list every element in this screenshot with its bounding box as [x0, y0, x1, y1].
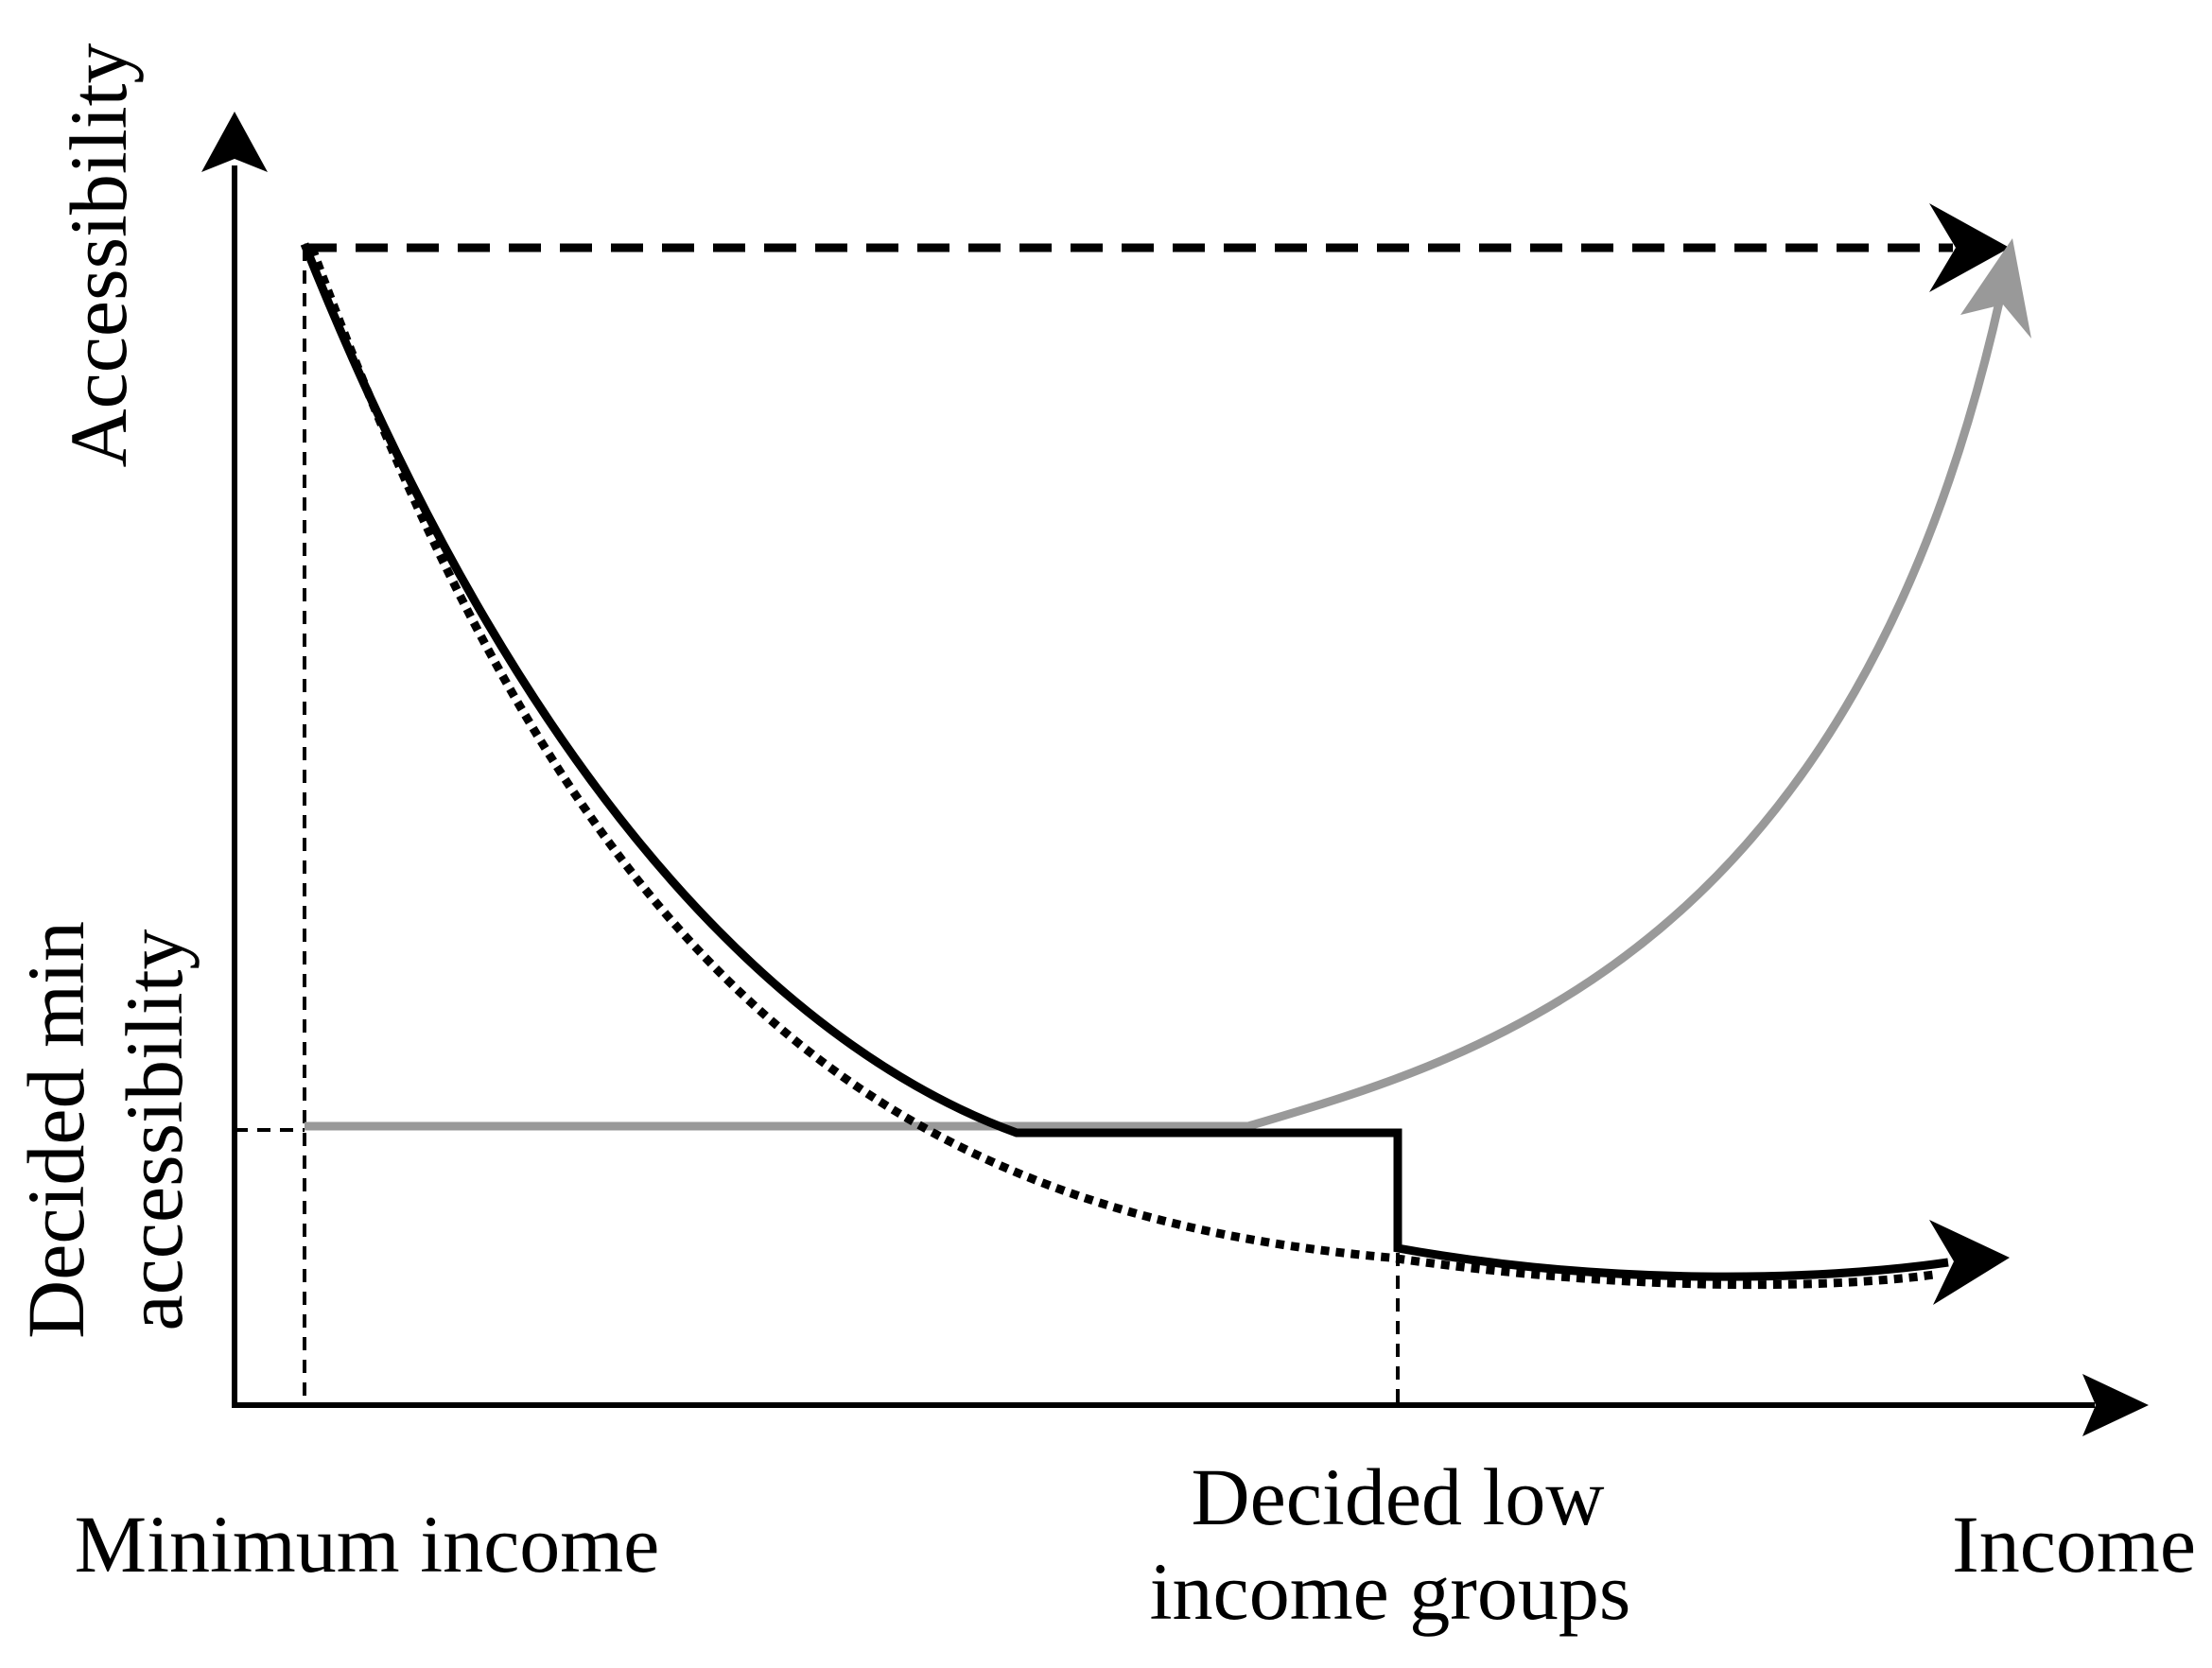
- y-axis: [201, 112, 268, 1405]
- x-axis: [232, 1374, 2149, 1436]
- constant-max-curve: [305, 203, 2010, 292]
- x-threshold-label-line2: income groups: [1150, 1546, 1631, 1637]
- x-threshold-label-line1: Decided low: [1191, 1451, 1604, 1542]
- y-threshold-label-line2: accessibility: [109, 929, 200, 1330]
- dropped-curve-arrowhead: [1929, 1220, 2010, 1305]
- floored-then-dropped-curve: [300, 242, 2010, 1305]
- y-axis-arrowhead: [201, 112, 268, 172]
- x-min-label: Minimum income: [75, 1499, 660, 1590]
- y-axis-label: Accessibility: [53, 43, 144, 467]
- y-threshold-label-line1: Decided min: [10, 921, 101, 1339]
- floored-then-rising-curve: [305, 238, 2031, 1131]
- constant-max-arrowhead: [1929, 203, 2010, 292]
- rising-curve-arrowhead: [1960, 238, 2031, 339]
- x-axis-label: Income: [1952, 1499, 2196, 1590]
- x-axis-arrowhead: [2082, 1374, 2149, 1436]
- decreasing-curve: [307, 246, 1935, 1290]
